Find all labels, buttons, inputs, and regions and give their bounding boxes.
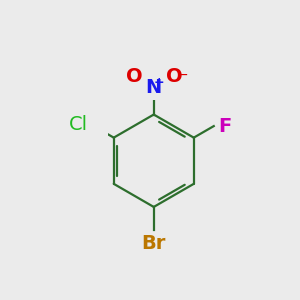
Text: N: N (146, 79, 162, 98)
Text: Br: Br (142, 234, 166, 253)
Text: −: − (176, 68, 188, 82)
Text: F: F (218, 117, 231, 136)
Text: +: + (154, 76, 164, 89)
Text: O: O (126, 67, 142, 86)
Text: O: O (166, 67, 182, 86)
Text: Cl: Cl (69, 115, 88, 134)
